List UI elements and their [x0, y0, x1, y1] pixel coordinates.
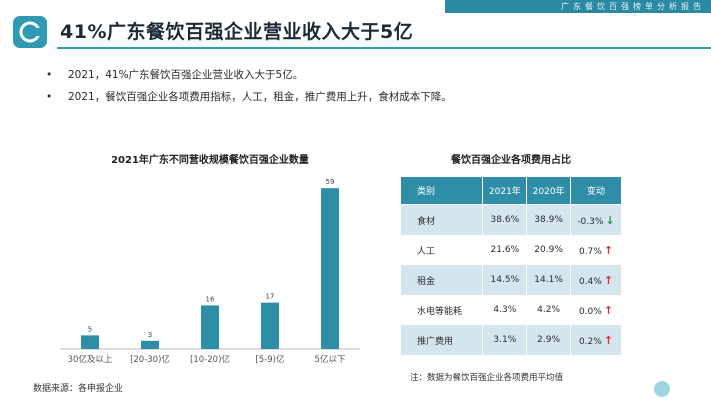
cell-change: 0.2% ↑ [569, 325, 623, 355]
bullet-list: • 2021，41%广东餐饮百强企业营业收入大于5亿。 • 2021，餐饮百强企业各… [46, 68, 452, 112]
arrow-up-icon: ↑ [603, 333, 614, 347]
bar-value-label: 17 [266, 293, 275, 301]
table-row: 人工 21.6% 20.9% 0.7% ↑ [399, 235, 623, 265]
cell-2021: 3.1% [482, 325, 528, 355]
cell-2021: 14.5% [482, 265, 528, 295]
table-row: 水电等能耗 4.3% 4.2% 0.0% ↑ [399, 295, 623, 325]
table-title: 餐饮百强企业各项费用占比 [451, 155, 571, 166]
x-tick-label: 5亿以下 [315, 354, 346, 365]
arrow-up-icon: ↑ [603, 273, 614, 287]
cell-2021: 4.3% [482, 295, 528, 325]
bullet-item: • 2021，餐饮百强企业各项费用指标，人工，租金，推广费用上升，食材成本下降。 [46, 91, 452, 103]
cell-2021: 38.6% [482, 204, 528, 235]
chart-title: 2021年广东不同营收规模餐饮百强企业数量 [111, 155, 309, 166]
cell-2020: 20.9% [526, 235, 571, 265]
bar-chart: 5 30亿及以上 3 [20-30)亿 16 [10-20)亿 17 [5-9)亿 59 5亿以下 [60, 178, 360, 365]
cell-category: 水电等能耗 [399, 295, 484, 325]
cell-2020: 38.9% [526, 204, 571, 235]
cell-category: 食材 [399, 204, 484, 235]
bar-value-label: 3 [148, 331, 152, 339]
cost-table: 类别 2021年 2020年 变动 食材 38.6% 38.9% -0.3% ↓ 人工 21… [399, 176, 623, 355]
cell-category: 推广费用 [399, 325, 484, 355]
bar [261, 302, 279, 349]
arrow-up-icon: ↑ [603, 243, 614, 257]
header-category: 类别 [399, 176, 484, 205]
table-row: 食材 38.6% 38.9% -0.3% ↓ [399, 204, 623, 235]
change-value: -0.3% [577, 216, 604, 227]
arrow-up-icon: ↑ [603, 303, 614, 317]
table-row: 推广费用 3.1% 2.9% 0.2% ↑ [399, 325, 623, 355]
bar-value-label: 16 [206, 295, 215, 303]
change-value: 0.2% [578, 336, 602, 347]
cell-change: 0.7% ↑ [569, 235, 623, 265]
bar-value-label: 59 [326, 178, 335, 186]
x-tick-label: 30亿及以上 [68, 354, 113, 365]
bullet-item: • 2021，41%广东餐饮百强企业营业收入大于5亿。 [46, 69, 304, 81]
header-2020: 2020年 [526, 176, 571, 205]
title-divider [57, 47, 711, 49]
table-body: 食材 38.6% 38.9% -0.3% ↓ 人工 21.6% 20.9% 0.7% ↑ 租金 14.… [399, 204, 623, 355]
logo-icon [13, 16, 47, 48]
bar [321, 188, 339, 349]
cell-change: 0.0% ↑ [569, 295, 623, 325]
cell-change: 0.4% ↑ [569, 265, 623, 295]
cell-2020: 14.1% [526, 265, 571, 295]
header-2021: 2021年 [482, 176, 528, 205]
report-name: 广东餐饮百强榜单分析报告 [561, 2, 705, 11]
x-tick-label: [10-20)亿 [190, 354, 230, 365]
table-header-row: 类别 2021年 2020年 变动 [399, 176, 623, 205]
cell-change: -0.3% ↓ [569, 204, 623, 235]
data-source: 数据来源：各申报企业 [33, 384, 124, 394]
table-row: 租金 14.5% 14.1% 0.4% ↑ [399, 265, 623, 295]
table-note: 注：数据为餐饮百强企业各项费用平均值 [410, 373, 564, 383]
page-number-badge [654, 381, 670, 397]
cell-2020: 2.9% [526, 325, 571, 355]
x-tick-label: [20-30)亿 [130, 354, 170, 365]
bar-value-label: 5 [88, 325, 92, 333]
x-tick-label: [5-9)亿 [255, 354, 284, 365]
cell-2021: 21.6% [482, 235, 528, 265]
cell-category: 租金 [399, 265, 484, 295]
change-value: 0.0% [578, 306, 602, 317]
header-band: 广东餐饮百强榜单分析报告 [445, 0, 711, 13]
header-change: 变动 [569, 176, 623, 205]
bullet-text: 2021，餐饮百强企业各项费用指标，人工，租金，推广费用上升，食材成本下降。 [68, 91, 452, 103]
arrow-down-icon: ↓ [605, 213, 615, 227]
change-value: 0.7% [578, 246, 602, 257]
bar [81, 335, 99, 349]
bar [201, 305, 219, 349]
cell-2020: 4.2% [526, 295, 571, 325]
change-value: 0.4% [578, 276, 602, 287]
bar [141, 340, 159, 349]
page-title: 41%广东餐饮百强企业营业收入大于5亿 [60, 21, 414, 43]
cell-category: 人工 [399, 235, 484, 265]
bullet-text: 2021，41%广东餐饮百强企业营业收入大于5亿。 [68, 69, 304, 81]
